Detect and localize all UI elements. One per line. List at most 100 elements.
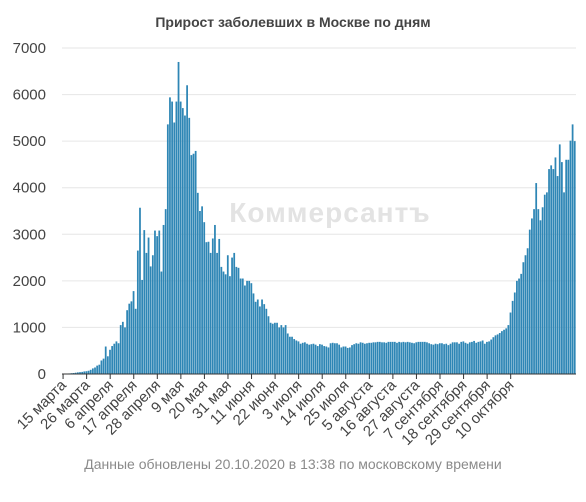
bar (481, 340, 484, 374)
bar (87, 370, 90, 374)
y-tick-label: 2000 (13, 273, 46, 290)
bar (94, 367, 96, 374)
grid-lines (62, 47, 576, 328)
bar (456, 342, 458, 374)
bar (76, 372, 79, 374)
bar (408, 342, 411, 374)
bar (376, 341, 379, 374)
bar (445, 343, 448, 374)
bar (421, 341, 424, 374)
bar (256, 299, 259, 374)
bar (483, 343, 486, 374)
update-footnote: Данные обновлены 20.10.2020 в 13:38 по м… (84, 456, 502, 472)
bar (428, 343, 430, 374)
bar (81, 371, 84, 374)
bar (319, 344, 321, 374)
bar (501, 331, 503, 374)
bar (149, 266, 152, 374)
bar (346, 347, 349, 374)
bar (516, 280, 518, 374)
bar (391, 341, 394, 374)
bar (160, 271, 163, 374)
bar (413, 343, 415, 374)
bar (295, 340, 298, 374)
bar (389, 341, 392, 374)
bar (340, 347, 343, 374)
bar (404, 342, 407, 374)
bar (244, 285, 246, 374)
bar (541, 207, 544, 374)
bar (199, 211, 201, 374)
bar (175, 101, 178, 374)
bar (231, 257, 233, 374)
bar (301, 342, 304, 374)
bar (222, 271, 225, 374)
bar (561, 162, 563, 374)
bar (531, 218, 533, 374)
bar (201, 206, 203, 374)
bar (235, 266, 238, 374)
bar (308, 344, 311, 374)
bar (214, 224, 216, 374)
bar (492, 337, 495, 374)
y-tick-label: 3000 (13, 226, 46, 243)
bar (147, 237, 150, 374)
bar (284, 325, 287, 374)
bar (289, 336, 291, 374)
bar (239, 278, 242, 374)
bar (398, 341, 400, 374)
bar (460, 341, 463, 374)
bar (406, 341, 409, 374)
bar (102, 358, 105, 374)
bar (565, 159, 568, 374)
bar (331, 342, 334, 374)
bar (396, 342, 398, 374)
bar (192, 153, 195, 374)
bar (83, 371, 86, 374)
bar (543, 194, 546, 374)
bar (475, 342, 478, 374)
bar (488, 341, 490, 374)
bar (246, 280, 248, 374)
bar (329, 343, 332, 374)
bar (486, 341, 488, 374)
bar (537, 209, 540, 374)
bar (567, 159, 570, 374)
bar (546, 192, 548, 374)
bar (162, 224, 165, 374)
bar (321, 344, 323, 374)
bar (333, 343, 336, 374)
bar (121, 321, 124, 374)
bar (569, 140, 572, 374)
bar (355, 343, 358, 374)
bar (128, 303, 131, 374)
bar (359, 342, 362, 374)
bar (402, 341, 405, 374)
bar (451, 342, 454, 374)
bar (119, 325, 122, 374)
bar (447, 345, 450, 374)
bar (426, 342, 428, 374)
y-tick-label: 4000 (13, 180, 46, 197)
bar (130, 301, 133, 374)
bar (241, 278, 244, 374)
bar (134, 308, 137, 374)
y-tick-label: 6000 (13, 87, 46, 104)
bar (109, 349, 111, 374)
bar (494, 335, 497, 374)
bar (124, 327, 126, 374)
bar (366, 343, 368, 374)
bar (505, 328, 508, 374)
bar (136, 250, 139, 374)
y-tick-label: 5000 (13, 133, 46, 150)
bar (415, 342, 418, 374)
bar (132, 291, 135, 374)
bar (383, 342, 386, 374)
bar (432, 344, 435, 374)
bar (96, 365, 99, 374)
bar (220, 266, 223, 374)
bar (106, 356, 109, 374)
bar (357, 343, 360, 374)
